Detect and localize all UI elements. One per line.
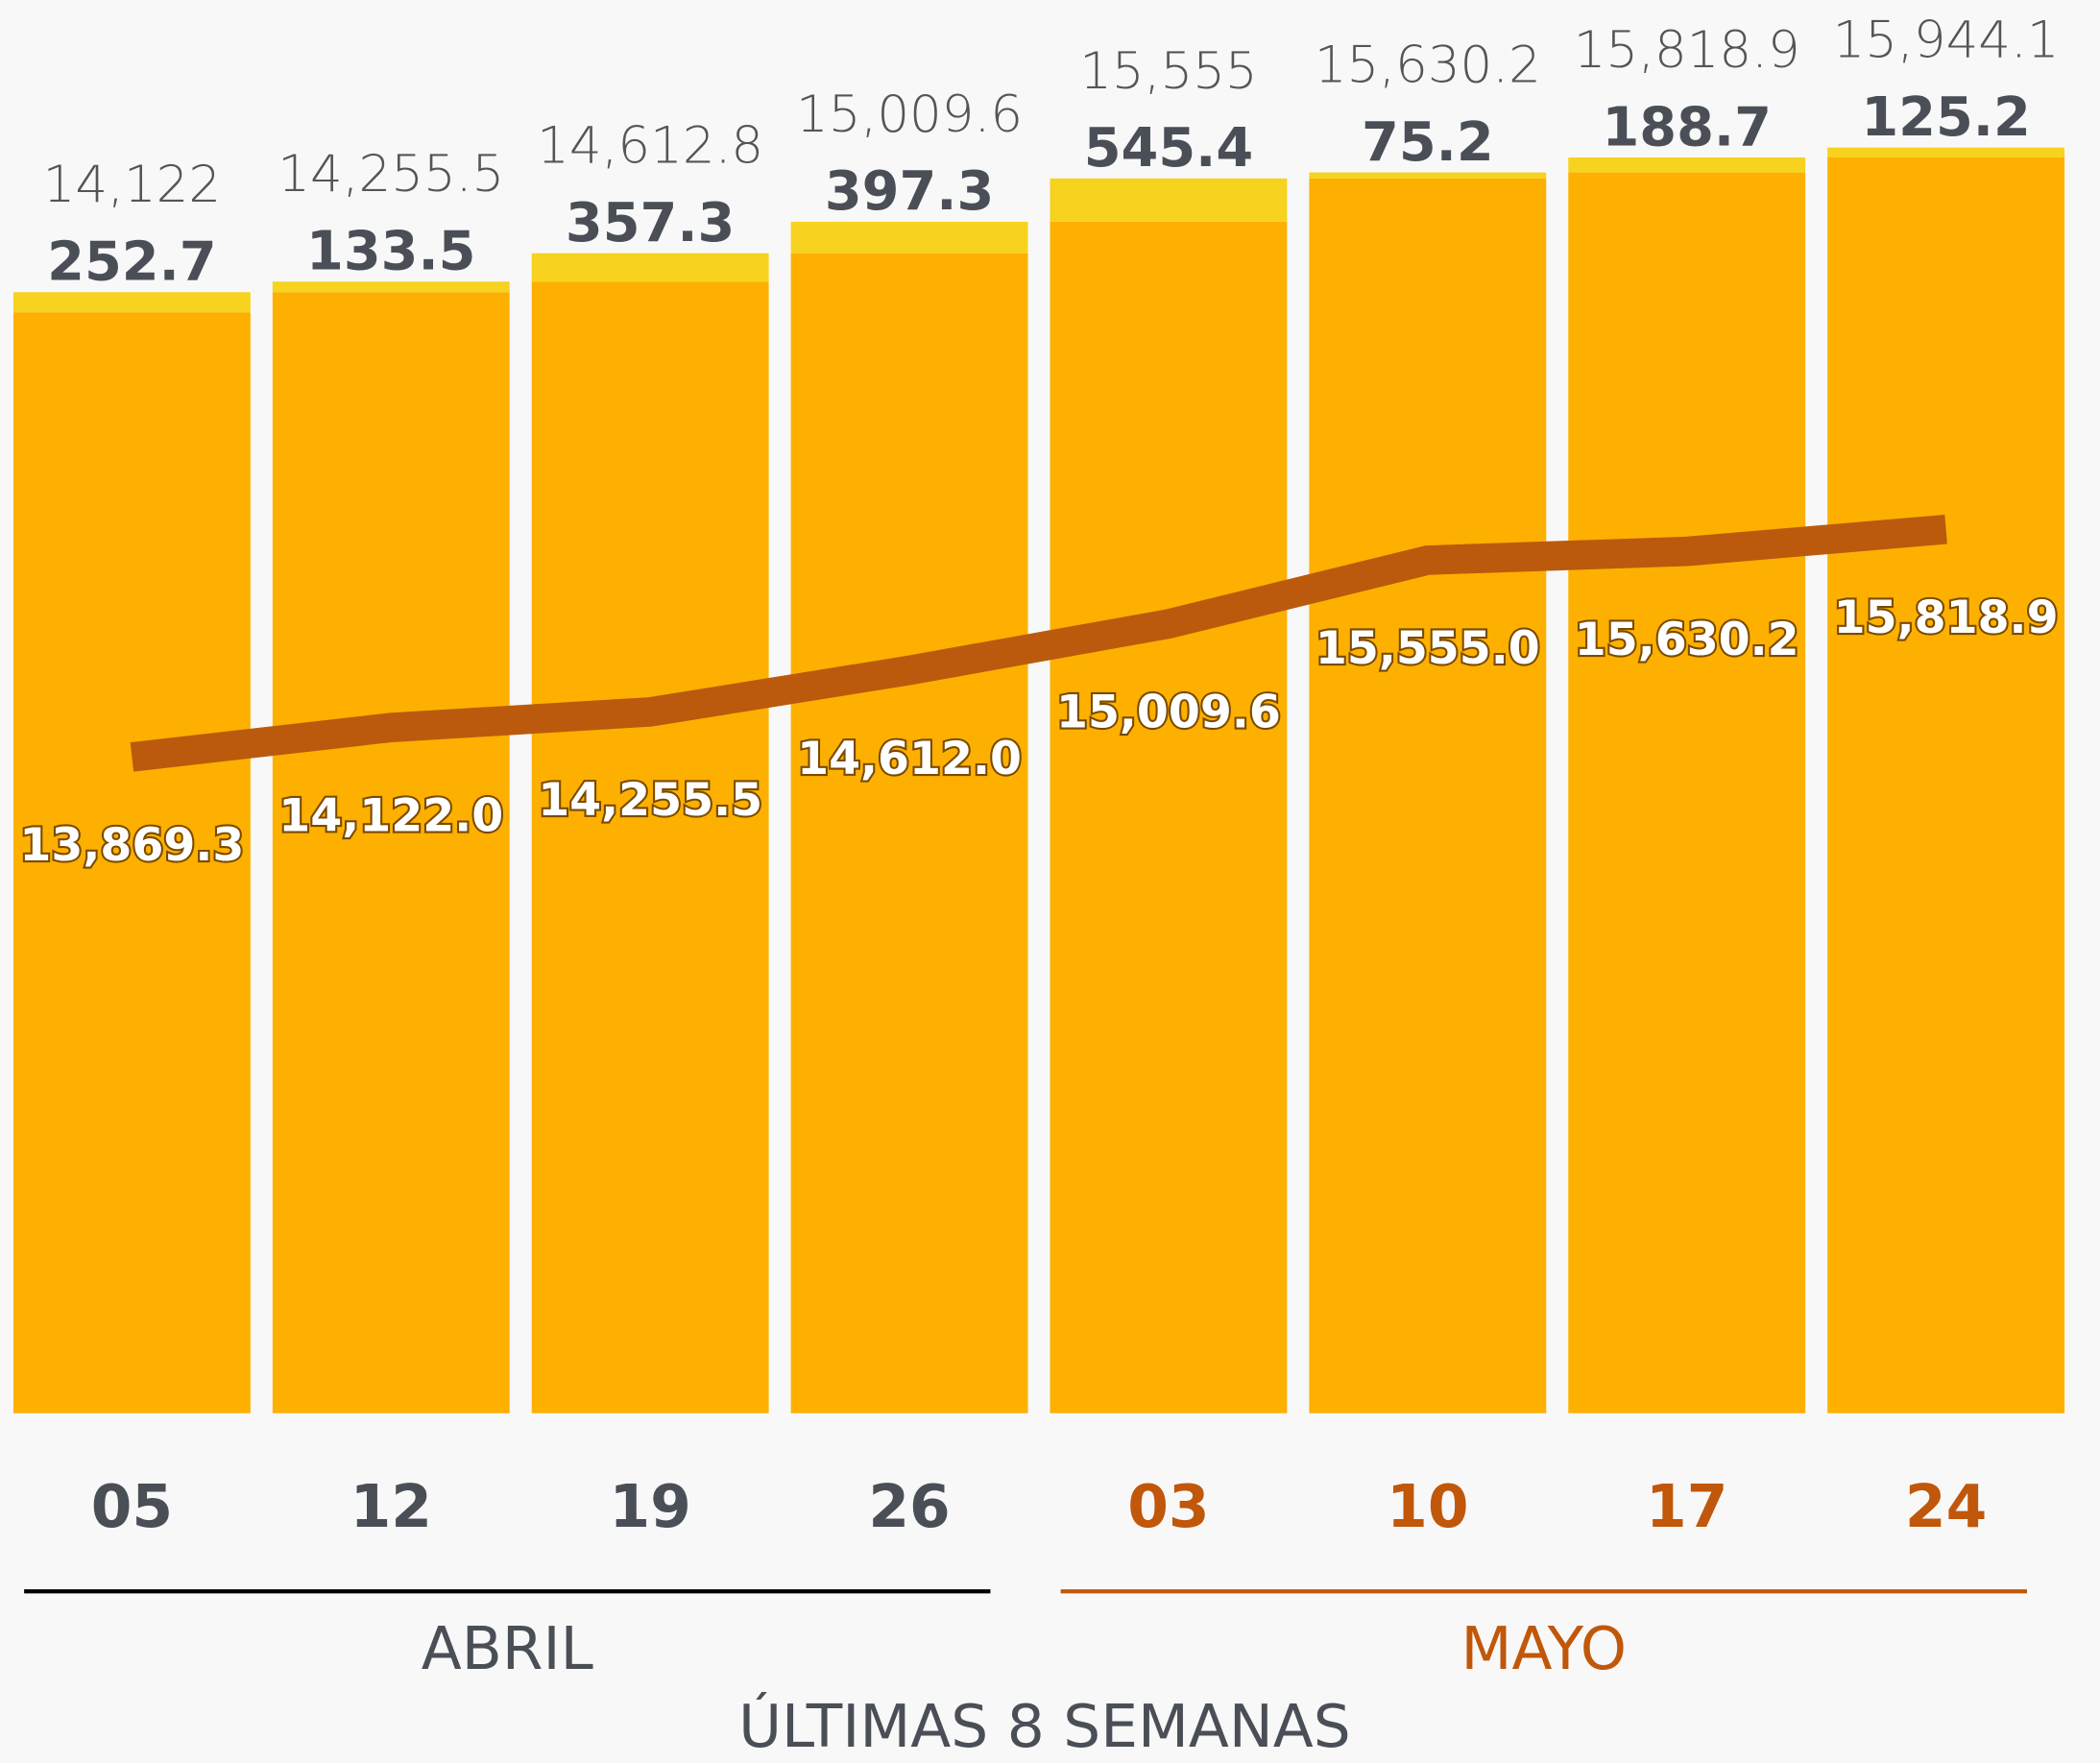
- increment-label: 133.5: [306, 221, 475, 283]
- increment-label: 125.2: [1861, 86, 2030, 149]
- base-label: 15,630.2: [1575, 614, 1799, 666]
- bar-segment: [790, 221, 1028, 254]
- increment-label: 252.7: [47, 231, 216, 294]
- bar-segment: [12, 312, 251, 1413]
- total-label: 14,122: [43, 156, 221, 214]
- x-tick-label: 24: [1905, 1473, 1987, 1541]
- base-label: 14,122.0: [278, 789, 503, 842]
- total-label: 15,818.9: [1574, 21, 1800, 80]
- x-tick-label: 05: [91, 1473, 173, 1541]
- total-label: 14,255.5: [278, 145, 504, 204]
- base-label: 14,612.0: [797, 733, 1022, 785]
- base-label: 15,555.0: [1316, 622, 1540, 675]
- bar-segment: [1827, 157, 2065, 1413]
- increment-label: 357.3: [566, 192, 735, 254]
- increment-label: 75.2: [1362, 111, 1494, 174]
- total-label: 14,612.8: [537, 117, 763, 176]
- bar-segment: [272, 292, 510, 1413]
- bar-segment: [531, 281, 769, 1413]
- bar-segment: [1568, 172, 1806, 1413]
- line: [130, 514, 1947, 772]
- bar-segment: [1827, 147, 2065, 158]
- base-label: 15,818.9: [1834, 592, 2059, 644]
- bar-segment: [1050, 178, 1288, 222]
- x-tick-label: 10: [1387, 1473, 1468, 1541]
- x-tick-label: 19: [609, 1473, 690, 1541]
- bar-segment: [1309, 178, 1547, 1413]
- base-label: 14,255.5: [538, 774, 762, 827]
- bar-segment: [272, 281, 510, 293]
- bar-segment: [1309, 172, 1547, 179]
- base-label: 15,009.6: [1056, 687, 1281, 739]
- total-label: 15,944.1: [1833, 12, 2060, 70]
- bar-segment: [531, 253, 769, 282]
- bar-segment: [790, 253, 1028, 1413]
- base-label: 13,869.3: [19, 819, 244, 872]
- increment-label: 545.4: [1084, 117, 1253, 180]
- increment-label: 397.3: [825, 160, 994, 223]
- x-tick-label: 26: [868, 1473, 950, 1541]
- total-label: 15,555: [1079, 42, 1257, 101]
- x-axis-label: ÚLTIMAS 8 SEMANAS: [738, 1693, 1351, 1761]
- total-label: 15,009.6: [796, 85, 1023, 144]
- group-label: ABRIL: [422, 1615, 593, 1683]
- group-label: MAYO: [1461, 1615, 1628, 1683]
- x-tick-label: 12: [350, 1473, 432, 1541]
- increment-label: 188.7: [1602, 96, 1771, 158]
- bar-segment: [1568, 157, 1806, 173]
- x-tick-label: 03: [1127, 1473, 1209, 1541]
- bar-segment: [1050, 221, 1288, 1413]
- x-tick-label: 17: [1646, 1473, 1727, 1541]
- total-label: 15,630.2: [1315, 36, 1541, 95]
- bar-segment: [12, 292, 251, 313]
